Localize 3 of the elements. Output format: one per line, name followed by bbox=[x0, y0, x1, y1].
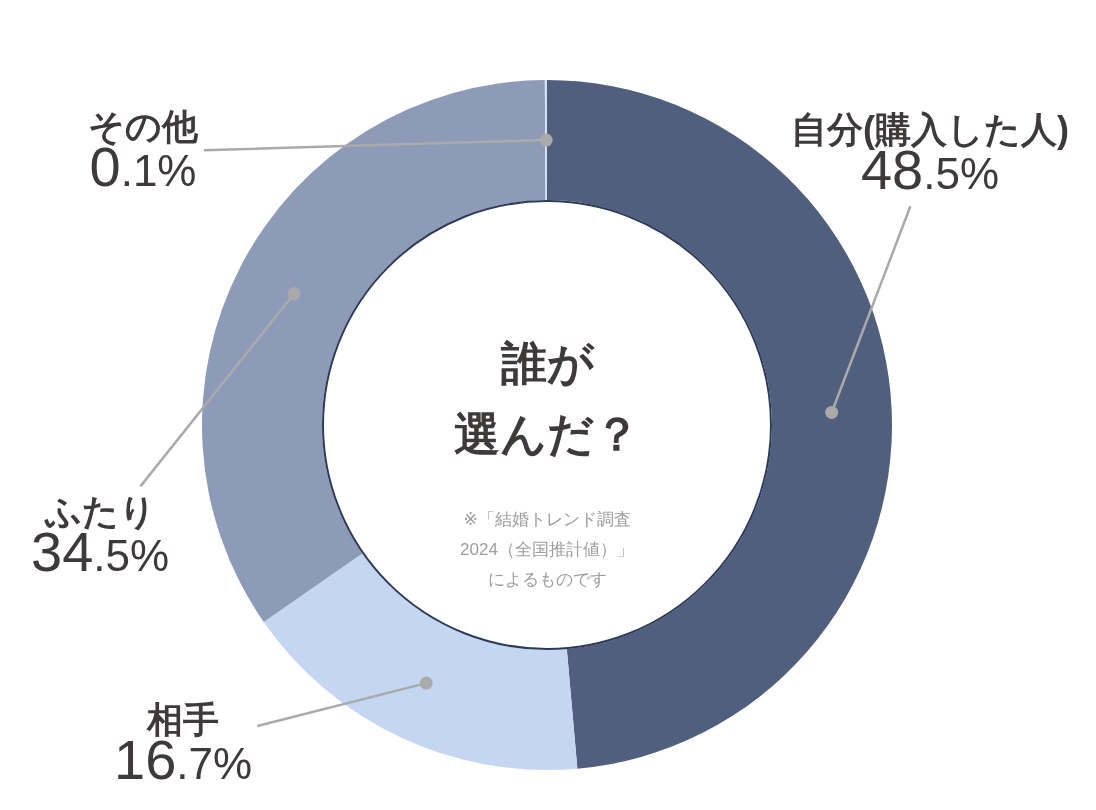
text: 誰が選んだ？ bbox=[454, 336, 640, 463]
donut-slice bbox=[544, 80, 547, 201]
text: ※「結婚トレンド調査2024（全国推計値）」によるものです bbox=[459, 509, 635, 591]
